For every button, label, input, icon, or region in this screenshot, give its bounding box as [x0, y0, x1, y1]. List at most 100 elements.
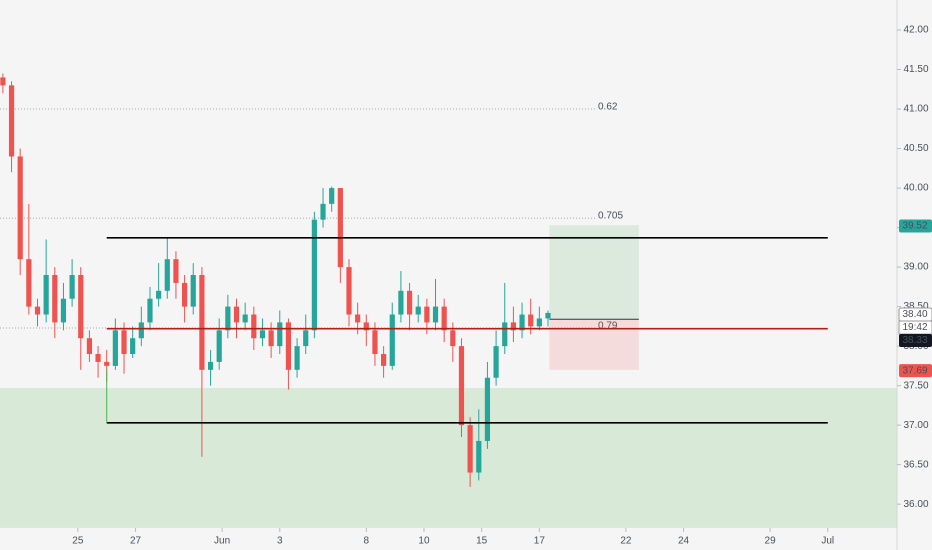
candle-body [467, 425, 473, 473]
candle-body [329, 188, 335, 204]
x-tick-label: 27 [130, 536, 142, 547]
candle-body [294, 346, 300, 370]
candle-body [484, 377, 491, 441]
candle-body [26, 259, 32, 307]
candle-body [372, 330, 378, 355]
fib-label: 0.705 [598, 211, 623, 222]
x-tick-label: 3 [277, 536, 283, 547]
candle-body [415, 306, 421, 315]
price-badge-label: 38.33 [902, 335, 927, 346]
price-badge [899, 219, 932, 233]
candle-body [52, 275, 58, 323]
candle-body [147, 298, 153, 323]
x-tick-label: 15 [476, 536, 488, 547]
target-zone [549, 225, 639, 320]
y-tick-label: 37.50 [903, 380, 928, 391]
fib-label: 0.62 [598, 102, 618, 113]
candle-body [0, 77, 6, 86]
candle-body [34, 306, 41, 315]
y-tick-label: 40.00 [903, 183, 928, 194]
candle-body [424, 306, 430, 323]
candle-body [104, 361, 110, 366]
candle-body [207, 361, 214, 370]
stop-zone [549, 319, 639, 370]
candle-body [242, 314, 248, 323]
y-tick-label: 38.50 [903, 301, 928, 312]
y-tick-label: 36.00 [903, 499, 928, 510]
candle-body [355, 314, 361, 323]
candle-body [285, 322, 292, 370]
countdown-label: 19:42 [902, 322, 927, 333]
candle-body [510, 322, 516, 331]
candle-body [277, 322, 283, 347]
candle-body [259, 330, 266, 339]
y-tick-label: 41.00 [903, 104, 928, 115]
candle-body [225, 306, 231, 331]
candle-body [216, 330, 222, 362]
x-tick-label: 29 [765, 536, 777, 547]
candle-body [130, 338, 136, 355]
x-tick-label: Jul [821, 536, 834, 547]
candle-body [389, 314, 395, 366]
candle-body [502, 322, 508, 347]
candle-body [337, 188, 343, 268]
candle-body [17, 156, 23, 260]
candle-body [138, 322, 144, 339]
candle-body [536, 318, 542, 327]
y-tick-label: 40.50 [903, 143, 928, 154]
candle-body [363, 322, 369, 331]
candle-body [164, 259, 170, 291]
candle-body [398, 290, 404, 315]
x-tick-label: 8 [364, 536, 370, 547]
y-tick-label: 41.50 [903, 64, 928, 75]
candle-body [528, 314, 534, 327]
candle-body [69, 275, 75, 299]
candle-body [95, 354, 101, 362]
candle-body [233, 306, 240, 323]
candle-body [181, 282, 188, 307]
y-tick-label: 42.00 [903, 25, 928, 36]
candle-body [60, 298, 67, 323]
demand-zone [0, 388, 897, 528]
price-badge-label: 39.52 [902, 221, 927, 232]
candle-body [458, 346, 465, 426]
y-tick-label: 39.00 [903, 262, 928, 273]
x-tick-label: 17 [534, 536, 546, 547]
price-badge [899, 364, 932, 378]
candle-body [251, 314, 257, 339]
x-tick-label: 10 [418, 536, 430, 547]
candle-body [493, 346, 499, 378]
candle-body [476, 440, 482, 473]
candle-body [381, 354, 387, 366]
candle-body [545, 312, 551, 319]
x-tick-label: 24 [678, 536, 690, 547]
candle-body [320, 203, 326, 220]
candle-body [156, 290, 162, 299]
candle-body [78, 275, 84, 339]
fib-label: 0.79 [598, 321, 618, 332]
candle-body [346, 267, 352, 315]
candle-body [450, 330, 456, 347]
candle-body [190, 275, 196, 307]
candle-body [268, 330, 274, 347]
candle-body [432, 306, 439, 323]
price-badge [899, 334, 932, 348]
candle-body [43, 275, 49, 315]
candle-body [173, 259, 179, 283]
candle-body [8, 85, 15, 157]
y-tick-label: 37.00 [903, 420, 928, 431]
candle-body [112, 330, 118, 366]
candle-body [86, 338, 93, 355]
candle-body [311, 219, 317, 331]
x-tick-label: 22 [620, 536, 632, 547]
candle-body [303, 330, 309, 347]
x-tick-label: 25 [72, 536, 84, 547]
candle-body [199, 275, 205, 370]
price-badge-label: 37.69 [902, 365, 927, 376]
candle-body [519, 314, 525, 331]
candle-body [121, 330, 127, 355]
price-badge-label: 38.40 [902, 309, 927, 320]
candle-body [406, 290, 413, 315]
